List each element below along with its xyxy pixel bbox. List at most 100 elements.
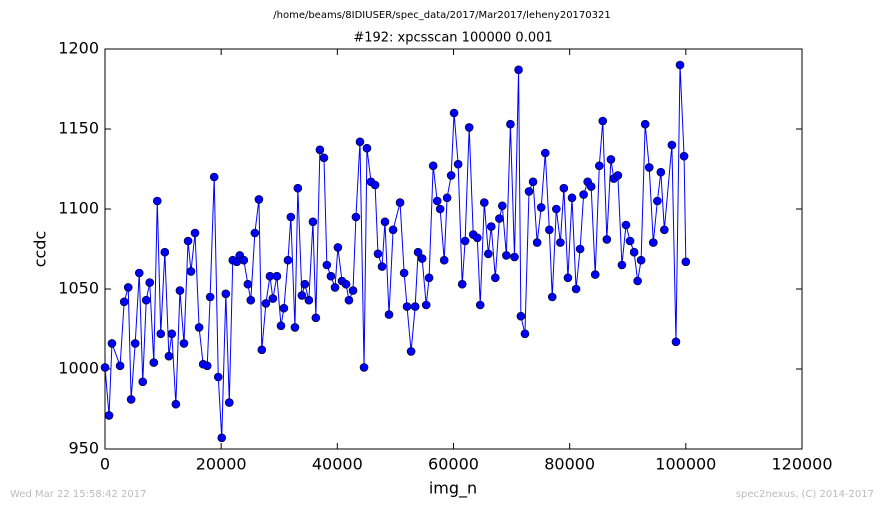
marker bbox=[297, 291, 307, 300]
marker bbox=[377, 262, 387, 271]
marker bbox=[464, 123, 474, 132]
marker bbox=[598, 116, 608, 126]
marker bbox=[384, 310, 394, 319]
marker bbox=[279, 303, 289, 313]
marker bbox=[473, 233, 482, 243]
marker bbox=[625, 236, 635, 246]
marker bbox=[341, 279, 351, 289]
marker bbox=[510, 252, 519, 262]
marker bbox=[388, 225, 398, 235]
marker bbox=[224, 398, 234, 407]
marker bbox=[359, 363, 369, 372]
marker bbox=[123, 283, 133, 292]
marker bbox=[435, 204, 445, 214]
marker bbox=[315, 145, 325, 155]
marker bbox=[134, 268, 144, 278]
marker bbox=[190, 228, 200, 238]
header: /home/beams/8IDIUSER/spec_data/2017/Mar2… bbox=[273, 10, 610, 21]
marker bbox=[261, 299, 271, 308]
marker bbox=[126, 395, 136, 404]
marker bbox=[355, 137, 365, 147]
marker bbox=[606, 155, 616, 164]
marker bbox=[656, 167, 666, 177]
x-tick-label: 60000 bbox=[428, 455, 479, 474]
marker bbox=[532, 238, 542, 247]
chart-title: #192: xpcsscan 100000 0.001 bbox=[353, 31, 552, 46]
marker bbox=[660, 225, 669, 235]
marker bbox=[617, 260, 627, 270]
y-axis-label: ccdc bbox=[31, 231, 50, 268]
marker bbox=[344, 295, 354, 305]
marker bbox=[439, 255, 449, 265]
marker bbox=[520, 329, 530, 339]
x-tick-label: 120000 bbox=[771, 455, 832, 474]
marker bbox=[636, 255, 646, 265]
marker bbox=[491, 273, 500, 283]
marker bbox=[179, 339, 189, 348]
marker bbox=[552, 204, 561, 214]
y-tick-label: 1050 bbox=[58, 279, 99, 298]
marker bbox=[479, 198, 489, 207]
marker bbox=[524, 187, 534, 196]
marker bbox=[167, 329, 177, 339]
marker bbox=[186, 267, 196, 276]
x-tick-label: 20000 bbox=[196, 455, 247, 474]
marker bbox=[152, 196, 162, 206]
marker bbox=[644, 163, 654, 172]
marker bbox=[370, 180, 380, 190]
y-tick-label: 1150 bbox=[58, 119, 99, 138]
y-tick-label: 1200 bbox=[58, 39, 99, 58]
marker bbox=[100, 363, 110, 372]
marker bbox=[239, 255, 249, 265]
marker bbox=[308, 217, 318, 227]
marker bbox=[141, 295, 151, 305]
y-tick-label: 1000 bbox=[58, 359, 99, 378]
marker bbox=[272, 271, 282, 281]
footer-right: spec2nexus, (C) 2014-2017 bbox=[736, 489, 874, 500]
marker bbox=[428, 161, 438, 171]
marker bbox=[348, 286, 358, 295]
marker bbox=[160, 247, 170, 257]
marker bbox=[213, 372, 223, 382]
x-axis-label: img_n bbox=[429, 479, 477, 499]
marker bbox=[362, 143, 372, 153]
marker bbox=[442, 193, 452, 203]
marker bbox=[380, 217, 390, 227]
marker bbox=[413, 247, 423, 257]
marker bbox=[502, 251, 511, 260]
marker bbox=[250, 228, 260, 238]
x-tick-label: 100000 bbox=[655, 455, 716, 474]
marker bbox=[629, 247, 639, 257]
marker bbox=[268, 294, 278, 303]
marker bbox=[540, 148, 550, 158]
marker bbox=[395, 198, 405, 207]
marker bbox=[171, 399, 181, 409]
marker bbox=[671, 337, 681, 347]
marker bbox=[457, 279, 467, 289]
marker bbox=[119, 297, 129, 307]
marker bbox=[475, 300, 485, 310]
marker bbox=[453, 159, 463, 169]
marker bbox=[675, 60, 685, 70]
marker bbox=[410, 302, 420, 311]
marker bbox=[311, 313, 321, 323]
marker bbox=[104, 411, 114, 420]
marker bbox=[246, 295, 256, 305]
marker bbox=[286, 212, 296, 222]
marker bbox=[571, 284, 581, 294]
marker bbox=[460, 236, 470, 246]
marker bbox=[681, 257, 691, 267]
marker bbox=[194, 323, 204, 332]
marker bbox=[586, 182, 596, 191]
footer-left: Wed Mar 22 15:58:42 2017 bbox=[10, 489, 146, 500]
marker bbox=[495, 214, 504, 223]
marker bbox=[293, 183, 303, 193]
marker bbox=[107, 339, 117, 348]
y-tick-label: 1100 bbox=[58, 199, 99, 218]
marker bbox=[130, 339, 140, 348]
marker bbox=[330, 283, 340, 292]
marker bbox=[322, 260, 332, 270]
marker bbox=[183, 236, 193, 246]
marker bbox=[319, 153, 329, 163]
